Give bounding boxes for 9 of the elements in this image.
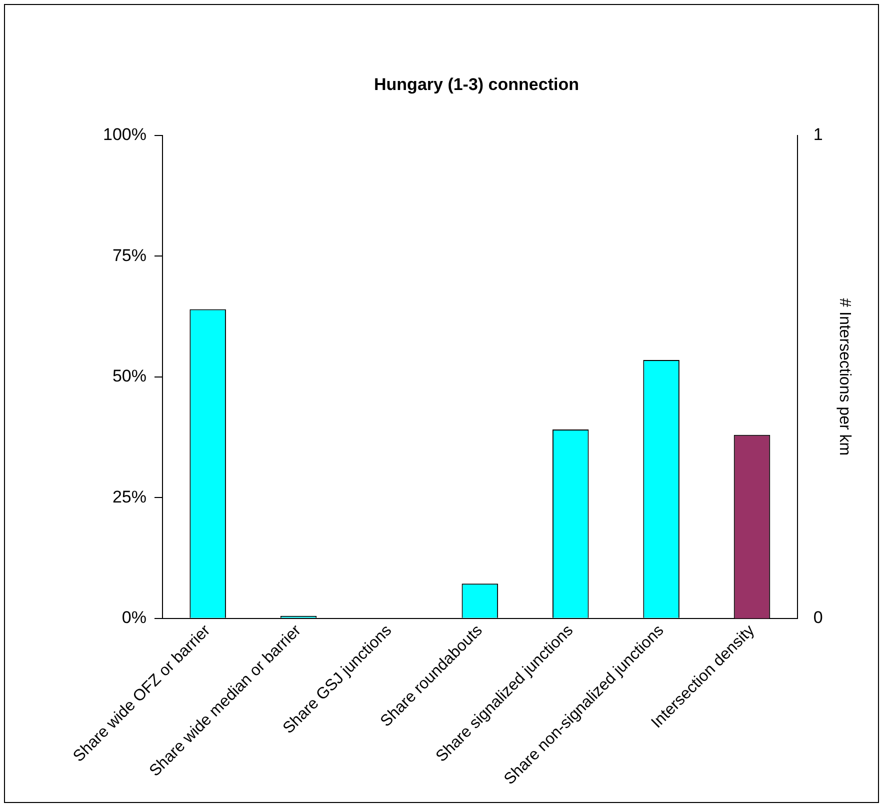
y-tick-label: 100% [102, 125, 146, 144]
y-tick-label: 0% [122, 608, 146, 628]
y-tick-label: 50% [112, 366, 146, 386]
y-tick-label: 75% [112, 246, 146, 265]
y-tick-label: 25% [112, 487, 146, 506]
chart-title: Hungary (1-3) connection [374, 74, 579, 94]
y2-tick-label: 1 [813, 125, 823, 144]
y2-axis-title: # Intersections per km [836, 298, 853, 456]
y2-tick-label: 0 [813, 608, 823, 628]
